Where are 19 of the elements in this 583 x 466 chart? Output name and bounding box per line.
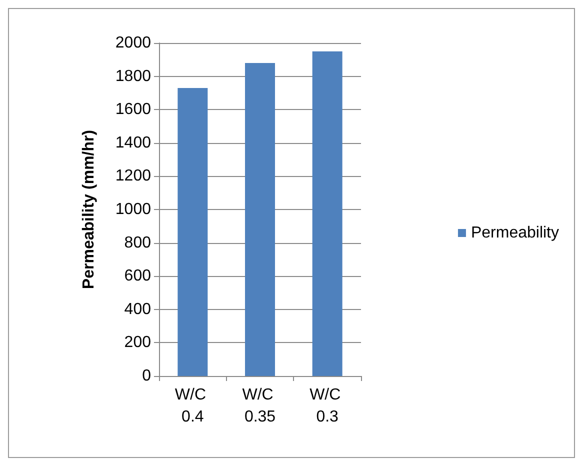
y-tick-label: 800 <box>124 234 152 252</box>
x-tick-label: W/C 0.3 <box>310 386 346 426</box>
y-tick-label: 400 <box>124 300 152 318</box>
y-tick-label: 1800 <box>115 68 152 85</box>
y-tick-label: 0 <box>142 368 152 384</box>
y-tick-label: 1000 <box>115 201 152 218</box>
y-tick-label: 1400 <box>115 134 152 152</box>
legend-label: Permeability <box>470 224 559 242</box>
bar <box>245 62 275 376</box>
y-tick-label: 600 <box>124 268 152 285</box>
y-tick-label: 2000 <box>115 34 152 52</box>
y-tick-label: 1200 <box>115 168 152 185</box>
x-tick-label: W/C 0.4 <box>174 386 210 426</box>
x-tick-label: W/C 0.35 <box>242 386 278 426</box>
bar <box>178 88 208 376</box>
y-tick-label: 200 <box>124 334 152 352</box>
y-tick-label: 1600 <box>115 101 152 118</box>
bar <box>312 51 342 376</box>
y-axis-title: Permeability (mm/hr) <box>80 130 98 290</box>
